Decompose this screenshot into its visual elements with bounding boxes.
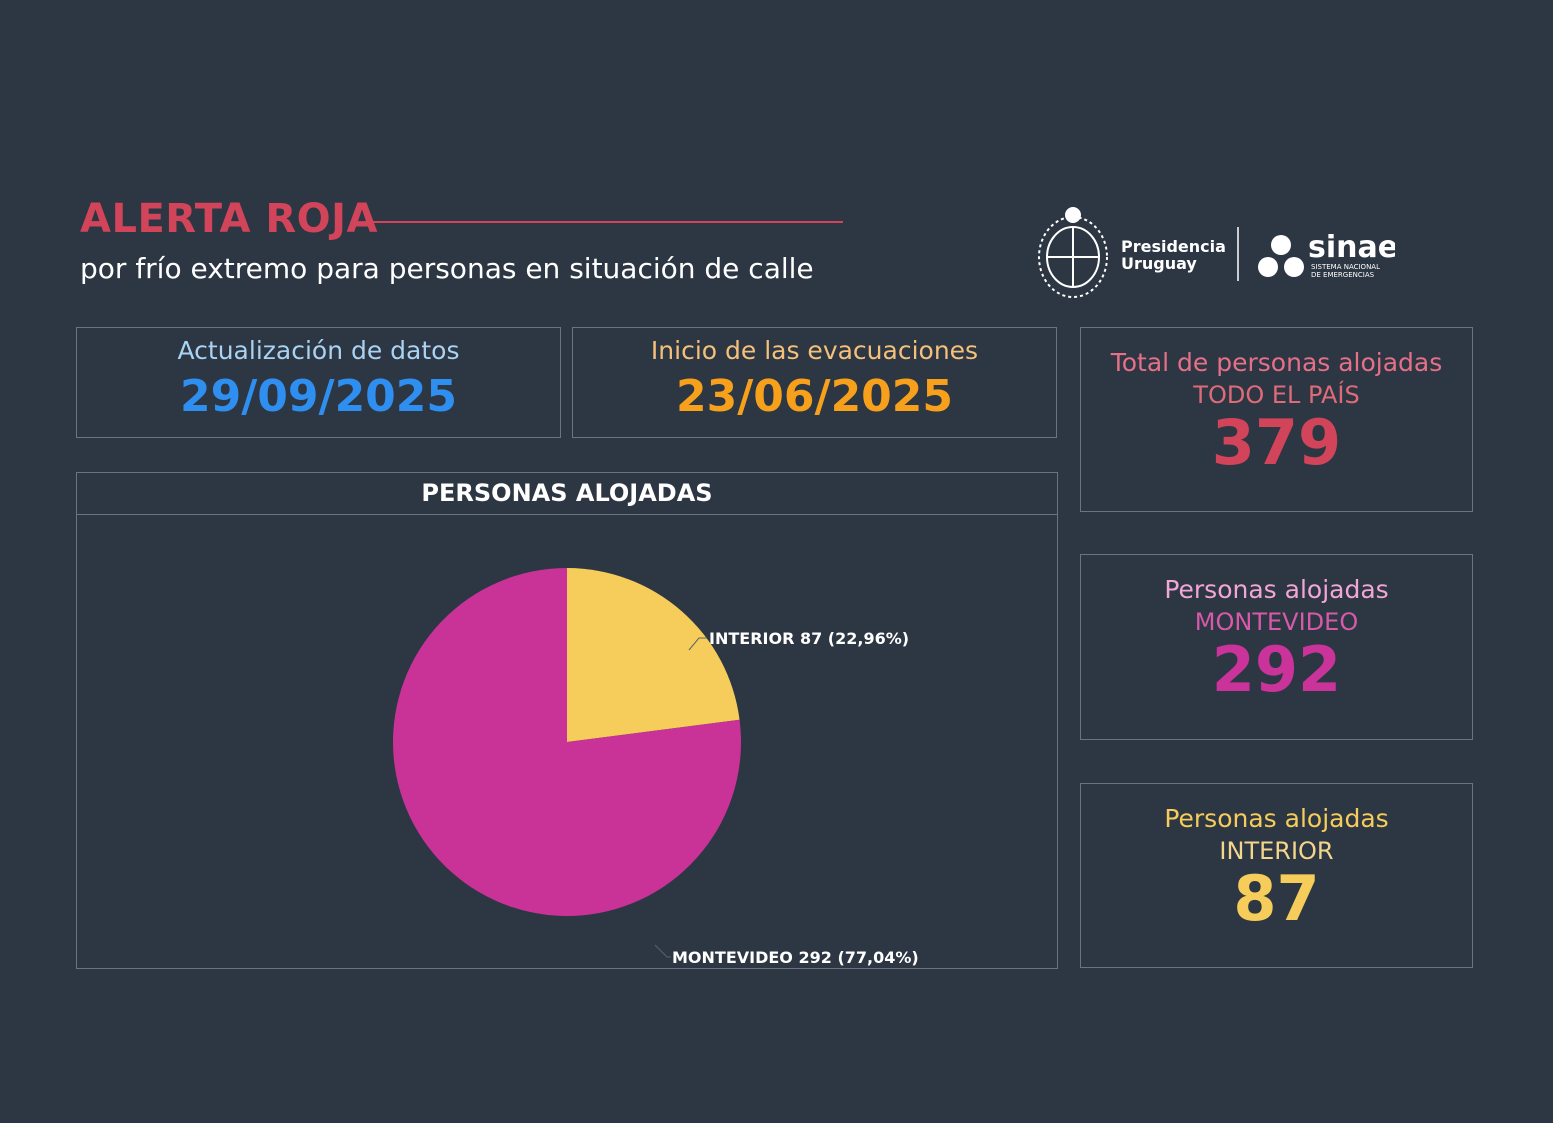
pie-slice-interior[interactable] [567, 568, 740, 742]
total-value: 379 [1211, 406, 1342, 479]
svg-text:sinae: sinae [1308, 230, 1395, 265]
svg-text:Presidencia: Presidencia [1121, 237, 1226, 256]
montevideo-value: 292 [1211, 633, 1342, 706]
title-divider [368, 221, 843, 223]
montevideo-card: Personas alojadas MONTEVIDEO 292 [1080, 554, 1473, 740]
svg-text:DE EMERGENCIAS: DE EMERGENCIAS [1311, 271, 1375, 279]
pie-label-montevideo: MONTEVIDEO 292 (77,04%) [672, 948, 919, 967]
svg-text:SISTEMA NACIONAL: SISTEMA NACIONAL [1311, 263, 1380, 271]
update-date-card: Actualización de datos 29/09/2025 [76, 327, 561, 438]
pie-label-interior: INTERIOR 87 (22,96%) [709, 629, 909, 648]
montevideo-sub: MONTEVIDEO [1194, 608, 1359, 636]
presidencia-coat-of-arms-logo: Presidencia Uruguay sinae SISTEMA NACION… [1038, 207, 1398, 298]
interior-sub: INTERIOR [1219, 837, 1334, 865]
interior-card: Personas alojadas INTERIOR 87 [1080, 783, 1473, 968]
logos: Presidencia Uruguay sinae SISTEMA NACION… [1035, 205, 1398, 303]
total-label: Total de personas alojadas [1110, 348, 1443, 377]
leader-line [688, 637, 707, 651]
page-title: ALERTA ROJA [80, 196, 378, 242]
leader-line [654, 944, 671, 958]
total-card: Total de personas alojadas TODO EL PAÍS … [1080, 327, 1473, 512]
update-date-label: Actualización de datos [177, 336, 460, 365]
chart-panel: PERSONAS ALOJADAS INTERIOR 87 (22,96%) MO… [76, 472, 1058, 969]
total-sub: TODO EL PAÍS [1193, 381, 1360, 409]
svg-text:Uruguay: Uruguay [1121, 254, 1197, 273]
evacuation-start-label: Inicio de las evacuaciones [650, 336, 979, 365]
montevideo-label: Personas alojadas [1164, 575, 1389, 604]
evacuation-start-card: Inicio de las evacuaciones 23/06/2025 [572, 327, 1057, 438]
chart-title: PERSONAS ALOJADAS [77, 473, 1057, 515]
pie-slice-montevideo[interactable] [392, 568, 741, 916]
update-date-value: 29/09/2025 [179, 371, 458, 422]
interior-label: Personas alojadas [1164, 804, 1389, 833]
evacuation-start-value: 23/06/2025 [675, 371, 954, 422]
interior-value: 87 [1233, 862, 1320, 935]
page-subtitle: por frío extremo para personas en situac… [80, 252, 814, 285]
pie-chart: INTERIOR 87 (22,96%) MONTEVIDEO 292 (77,0… [392, 568, 919, 967]
